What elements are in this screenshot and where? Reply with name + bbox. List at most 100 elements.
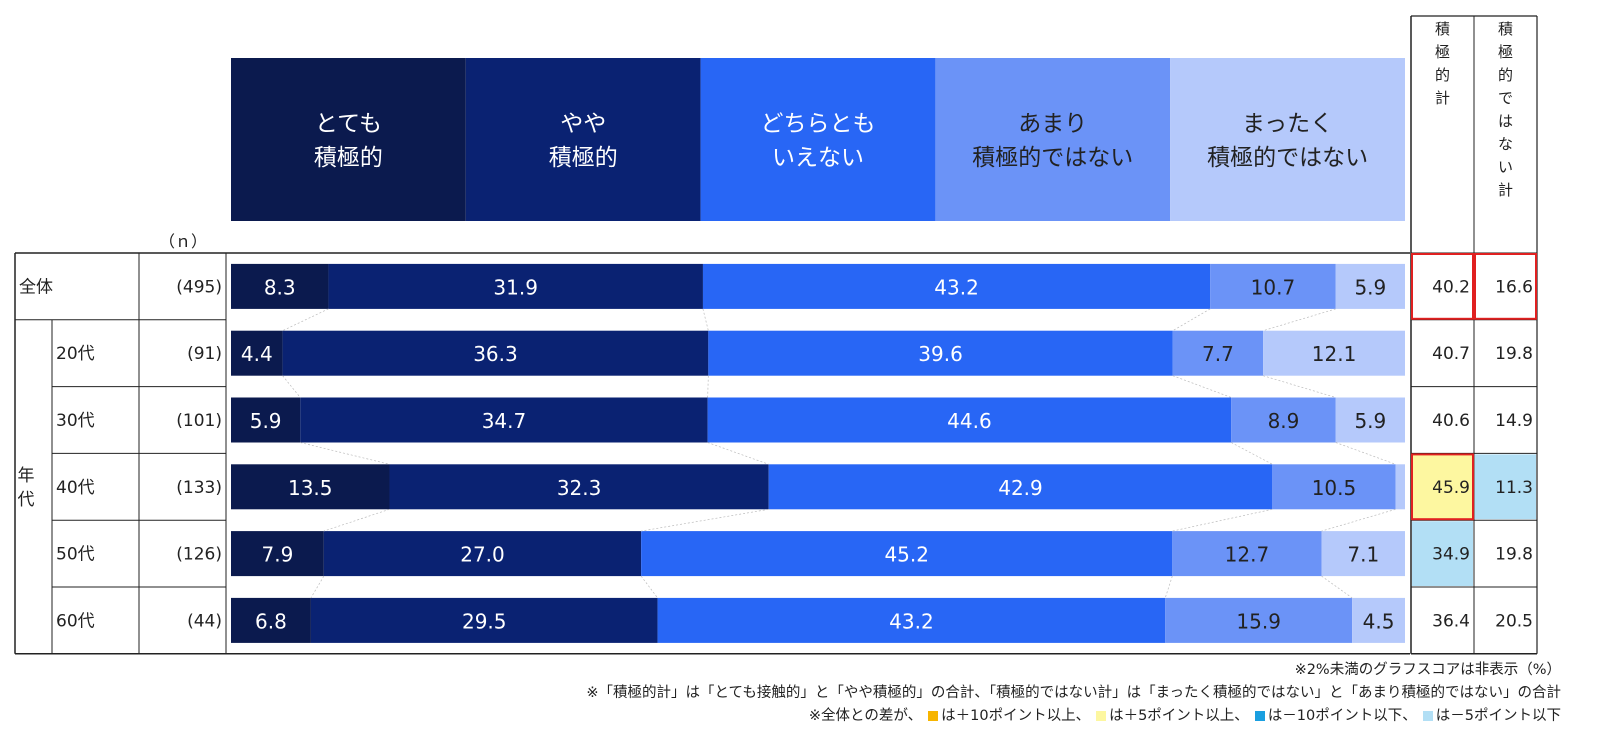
bar-segment: [310, 597, 658, 643]
legend-text: は＋5ポイント以上、: [1109, 708, 1249, 724]
header-label: やや: [560, 111, 606, 137]
sum-column-header: 極: [1498, 43, 1513, 61]
sum-column-header: 積: [1498, 20, 1513, 38]
negative-total: 20.5: [1495, 611, 1533, 631]
connector-line: [1172, 508, 1273, 532]
legend-text: は－5ポイント以下: [1435, 708, 1561, 724]
legend-swatch: [1254, 711, 1265, 721]
positive-total: 40.6: [1432, 411, 1470, 431]
connector-line: [1335, 442, 1396, 465]
data-label: 4.4: [241, 342, 273, 366]
header-label: いえない: [772, 145, 864, 171]
data-label: 31.9: [493, 275, 538, 299]
data-label: 7.9: [262, 543, 294, 567]
note-legend: ※全体との差が、 は＋10ポイント以上、 は＋5ポイント以上、 は－10ポイント以下、…: [809, 704, 1561, 725]
row-label: 30代: [56, 411, 95, 431]
bar-segment: [702, 263, 1211, 309]
connector-line: [1172, 375, 1232, 398]
connector-line: [1231, 442, 1273, 465]
data-label: 4.5: [1363, 609, 1395, 633]
bar-segment: [389, 464, 769, 510]
header-label: とても: [315, 111, 382, 137]
sum-column-header: 的: [1435, 66, 1450, 84]
header-label: どちらとも: [761, 111, 876, 137]
bar-segment: [708, 330, 1173, 376]
note-small-scores: ※2%未満のグラフスコアは非表示（%）: [1294, 662, 1561, 678]
highlight-outline: [1411, 253, 1474, 320]
bar-segment: [323, 531, 642, 577]
header-block: [700, 58, 936, 221]
data-label: 45.2: [884, 543, 929, 567]
bar-segment: [1272, 464, 1396, 510]
bar-segment: [231, 464, 390, 510]
connector-line: [640, 575, 658, 599]
group-label: 年: [18, 466, 35, 486]
data-label: 5.9: [1354, 409, 1386, 433]
data-label: 12.7: [1225, 543, 1270, 567]
header-block: [1170, 58, 1405, 221]
data-label: 8.9: [1268, 409, 1300, 433]
header-label: 積極的: [314, 145, 383, 171]
data-label: 8.3: [264, 275, 296, 299]
row-n: (495): [176, 277, 222, 297]
bar-segment: [300, 397, 708, 443]
header-label: まったく: [1242, 111, 1333, 137]
negative-total: 11.3: [1495, 478, 1533, 498]
row-n: (133): [176, 478, 222, 498]
bar-segment: [1172, 531, 1322, 577]
data-label: 5.9: [1354, 275, 1386, 299]
negative-total: 16.6: [1495, 277, 1533, 297]
positive-total: 45.9: [1432, 478, 1470, 498]
connector-line: [282, 308, 329, 332]
sum-column-header: 積: [1435, 20, 1450, 38]
connector-line: [1164, 575, 1173, 599]
row-label: 全体: [19, 277, 53, 297]
header-label: あまり: [1018, 111, 1087, 137]
data-label: 7.1: [1347, 543, 1379, 567]
connector-line: [707, 375, 709, 398]
data-label: 34.7: [482, 409, 527, 433]
data-label: 36.3: [473, 342, 518, 366]
data-label: 27.0: [460, 543, 505, 567]
data-label: 29.5: [462, 609, 507, 633]
connector-line: [641, 508, 769, 532]
legend-swatch: [928, 711, 939, 721]
highlight-cell: [1412, 521, 1473, 586]
connector-line: [300, 442, 390, 465]
data-label: 10.7: [1251, 275, 1296, 299]
note-definition: ※「積極的計」は「とても接触的」と「やや積極的」の合計、「積極的ではない計」は「…: [586, 685, 1561, 701]
data-label: 15.9: [1236, 609, 1281, 633]
legend-text: は－10ポイント以下、: [1267, 708, 1417, 724]
header-label: 積極的: [549, 145, 618, 171]
connector-line: [1172, 308, 1211, 332]
connector-line: [707, 442, 769, 465]
bar-segment: [1172, 330, 1264, 376]
bar-segment: [1335, 263, 1405, 309]
negative-total: 14.9: [1495, 411, 1533, 431]
bar-segment: [657, 597, 1166, 643]
row-n: (91): [187, 344, 222, 364]
connector-line: [282, 375, 301, 398]
connector-line: [1262, 375, 1336, 398]
sum-column-header: 的: [1498, 66, 1513, 84]
bar-segment: [1395, 464, 1405, 510]
row-label: 60代: [56, 611, 95, 631]
bar-segment: [1165, 597, 1353, 643]
sum-column-header: 極: [1435, 43, 1450, 61]
group-label: 代: [18, 490, 35, 510]
bar-segment: [231, 263, 329, 309]
positive-total: 34.9: [1432, 545, 1470, 565]
bar-segment: [1352, 597, 1405, 643]
data-label: 43.2: [889, 609, 934, 633]
bar-segment: [231, 397, 301, 443]
sum-column-header: な: [1498, 135, 1513, 153]
sum-column-header: い: [1498, 158, 1513, 176]
data-label: 32.3: [557, 476, 602, 500]
positive-total: 36.4: [1432, 611, 1470, 631]
row-label: 50代: [56, 545, 95, 565]
header-label: 積極的ではない: [1207, 145, 1368, 171]
negative-total: 19.8: [1495, 344, 1533, 364]
data-label: 42.9: [998, 476, 1043, 500]
data-label: 5.9: [250, 409, 282, 433]
